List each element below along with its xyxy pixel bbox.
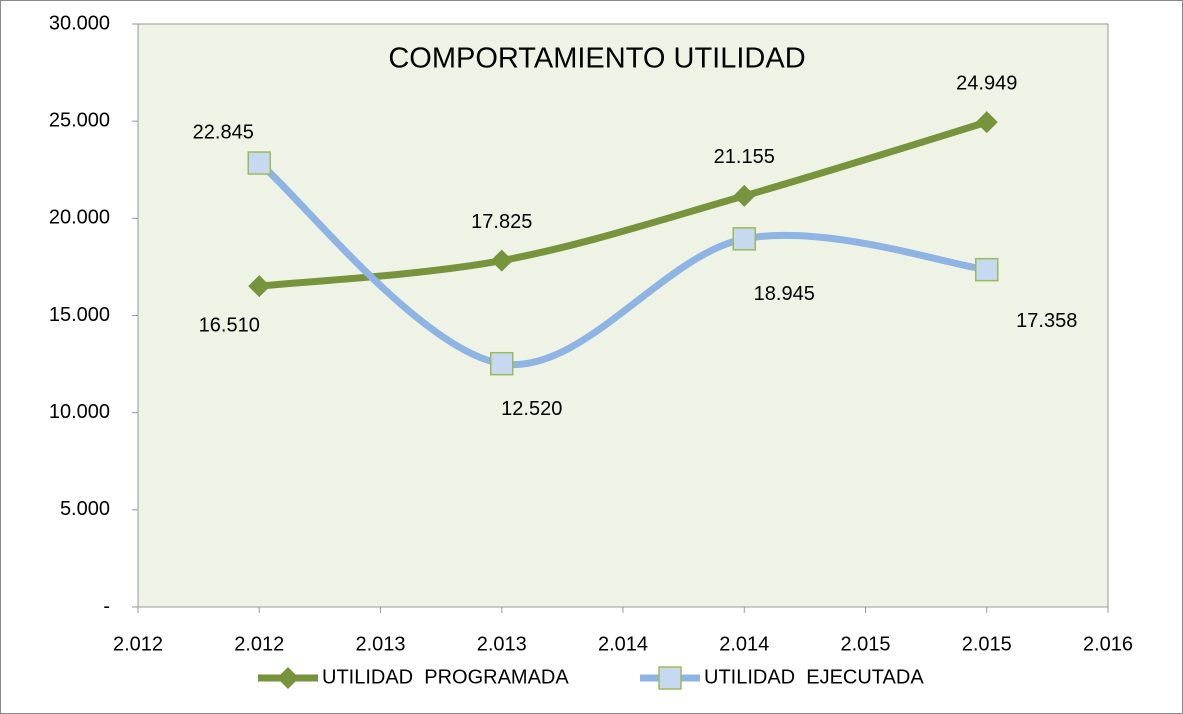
x-tick-label: 2.016 <box>1083 633 1133 655</box>
x-tick-label: 2.014 <box>719 633 769 655</box>
legend-label: UTILIDAD EJECUTADA <box>704 666 924 688</box>
square-marker <box>490 351 514 376</box>
square-marker <box>658 666 682 690</box>
x-tick-label: 2.012 <box>234 633 284 655</box>
y-tick-label: 20.000 <box>49 207 110 229</box>
series-line <box>255 118 991 290</box>
series-line <box>255 159 991 369</box>
y-tick-label: 25.000 <box>49 109 110 131</box>
data-label: 22.845 <box>193 121 254 143</box>
data-label: 16.510 <box>199 314 260 336</box>
data-label: 17.358 <box>1016 310 1077 332</box>
square-marker <box>247 151 271 175</box>
y-tick-label: 30.000 <box>49 12 110 34</box>
square-marker <box>732 227 756 251</box>
diamond-marker <box>277 667 299 689</box>
data-label: 24.949 <box>956 72 1017 94</box>
diamond-marker <box>733 184 756 207</box>
data-label: 12.520 <box>501 398 562 420</box>
legend-label: UTILIDAD PROGRAMADA <box>322 666 569 688</box>
square-marker <box>975 257 999 282</box>
x-tick-label: 2.013 <box>477 633 527 655</box>
y-tick-label: 5.000 <box>60 498 110 520</box>
x-tick-label: 2.012 <box>113 633 163 655</box>
x-tick-label: 2.014 <box>598 633 648 655</box>
x-tick-label: 2.015 <box>962 633 1012 655</box>
diamond-marker <box>248 275 271 298</box>
data-label: 18.945 <box>754 283 815 305</box>
data-label: 21.155 <box>714 146 775 168</box>
x-tick-label: 2.015 <box>840 633 890 655</box>
diamond-marker <box>975 111 998 134</box>
chart-title: COMPORTAMIENTO UTILIDAD <box>388 43 805 75</box>
y-tick-label: - <box>103 595 110 617</box>
x-tick-label: 2.013 <box>355 633 405 655</box>
data-label: 17.825 <box>471 211 532 233</box>
diamond-marker <box>490 249 513 272</box>
y-tick-label: 10.000 <box>49 401 110 423</box>
y-tick-label: 15.000 <box>49 304 110 326</box>
